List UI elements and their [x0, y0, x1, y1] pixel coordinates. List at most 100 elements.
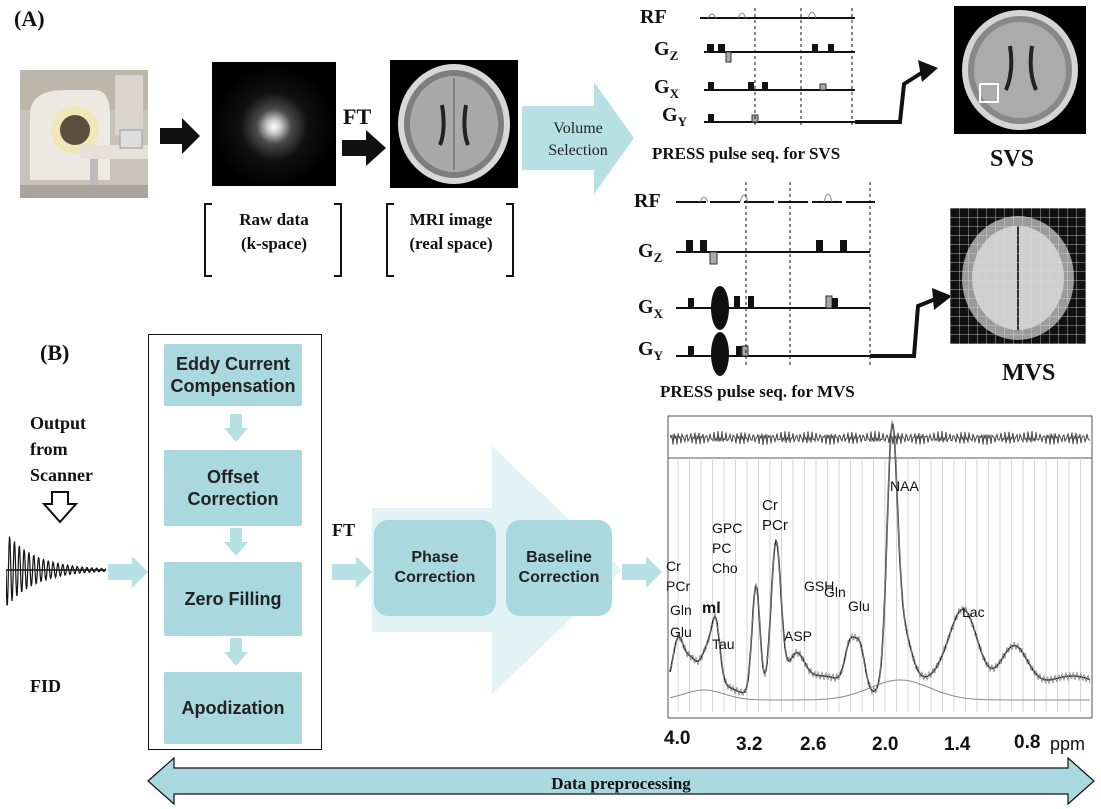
mvs-gx-text: G — [638, 296, 654, 318]
svs-caption: PRESS pulse seq. for SVS — [652, 144, 841, 163]
eddy-line-2: Compensation — [170, 376, 296, 396]
mvs-rf-label: RF — [634, 190, 661, 212]
mvs-gx-sub: X — [653, 306, 663, 321]
gpc-3: Cho — [712, 560, 738, 576]
svs-gx-label: GX — [654, 76, 679, 102]
svs-gy-sub: Y — [677, 114, 687, 129]
peak-cr-mid: Cr PCr — [762, 496, 788, 536]
ppm-unit: ppm — [1050, 734, 1086, 754]
mri-caption-line-2: (real space) — [409, 234, 493, 253]
tick-2-0: 2.0 — [872, 734, 899, 755]
peak-lac: Lac — [962, 604, 985, 620]
arrow-right-icon — [160, 118, 200, 154]
arrow-right-icon — [108, 556, 148, 588]
data-preprocessing-label: Data preprocessing — [551, 774, 691, 793]
svs-gy-label: GY — [662, 104, 687, 130]
panel-a-label: (A) — [14, 6, 45, 31]
apodization-line: Apodization — [181, 698, 285, 718]
mvs-gx-label: GX — [638, 296, 663, 322]
peak-glu-left: Glu — [670, 624, 692, 640]
apodization-box: Apodization — [164, 672, 302, 744]
tick-0-8: 0.8 — [1014, 732, 1041, 753]
mri-brain-image — [390, 60, 518, 188]
peak-naa: NAA — [890, 478, 919, 494]
mvs-gy-text: G — [638, 338, 654, 360]
cr-mid-1: Cr — [762, 497, 778, 514]
peak-ml: ml — [702, 600, 721, 617]
baseline-correction-box: Baseline Correction — [506, 520, 612, 616]
svs-gx-text: G — [654, 76, 670, 98]
preprocessing-frame — [148, 334, 322, 750]
cr-left-2: PCr — [666, 578, 691, 594]
gpc-1: GPC — [712, 520, 743, 536]
down-arrow-icon — [224, 528, 248, 556]
peak-cr-left: Cr PCr — [666, 556, 690, 596]
eddy-current-box: Eddy Current Compensation — [164, 344, 302, 406]
mr-spectrum — [667, 415, 1093, 719]
svs-gz-label: GZ — [654, 38, 678, 64]
raw-data-caption: Raw data (k-space) — [214, 208, 334, 256]
arrow-right-icon — [622, 556, 662, 588]
fid-label: FID — [30, 676, 61, 696]
phase-line-2: Correction — [394, 569, 476, 586]
output-line-1: Output — [30, 413, 87, 433]
mvs-gz-sub: Z — [653, 250, 663, 265]
svs-brain-image — [954, 6, 1086, 134]
panel-b-label: (B) — [40, 340, 70, 365]
raw-data-line-2: (k-space) — [240, 234, 308, 253]
mri-caption-line-1: MRI image — [409, 210, 493, 229]
peak-gpc: GPC PC Cho — [712, 518, 742, 578]
volume-selection-arrow — [522, 82, 634, 194]
gpc-2: PC — [712, 540, 732, 556]
volume-selection-line-1: Volume — [553, 120, 603, 137]
offset-line-1: Offset — [206, 467, 259, 487]
peak-gln-left: Gln — [670, 602, 692, 618]
peak-gln-right: Gln — [824, 584, 846, 600]
mri-scanner-photo — [20, 70, 148, 198]
tick-2-6: 2.6 — [800, 734, 827, 755]
bracket-right — [506, 203, 514, 277]
data-preprocessing-arrow — [147, 756, 1095, 806]
bracket-right — [334, 203, 342, 277]
tick-1-4: 1.4 — [944, 734, 971, 755]
phase-line-1: Phase — [411, 549, 459, 566]
mvs-label: MVS — [1002, 360, 1056, 386]
baseline-line-2: Correction — [518, 569, 600, 586]
cr-mid-2: PCr — [762, 517, 788, 534]
svs-label: SVS — [990, 146, 1035, 172]
ft-label-top: FT — [343, 104, 372, 129]
volume-selection-label: Volume Selection — [530, 118, 626, 162]
mvs-gy-sub: Y — [653, 348, 663, 363]
phase-correction-box: Phase Correction — [374, 520, 496, 616]
svs-gx-sub: X — [669, 86, 679, 101]
mvs-gz-text: G — [638, 240, 654, 262]
k-space-image — [212, 62, 336, 186]
cr-left-1: Cr — [666, 558, 681, 574]
arrow-right-icon — [342, 130, 386, 166]
fid-signal-plot — [6, 536, 106, 606]
bracket-left — [204, 203, 212, 277]
eddy-line-1: Eddy Current — [175, 354, 290, 374]
svs-gz-sub: Z — [669, 48, 679, 63]
mvs-caption: PRESS pulse seq. for MVS — [660, 382, 855, 401]
peak-asp: ASP — [784, 628, 813, 644]
down-arrow-icon — [224, 414, 248, 442]
peak-glu-right: Glu — [848, 598, 870, 614]
down-arrow-icon — [224, 638, 248, 666]
tick-4-0: 4.0 — [664, 728, 691, 749]
output-line-3: Scanner — [30, 465, 93, 485]
output-from-scanner-label: Output from Scanner — [30, 410, 93, 488]
mvs-pulse-diagram — [676, 182, 952, 376]
svs-pulse-diagram — [700, 8, 938, 128]
mvs-brain-image — [950, 208, 1086, 344]
mvs-gy-label: GY — [638, 338, 663, 364]
zero-filling-box: Zero Filling — [164, 562, 302, 636]
svs-gy-text: G — [662, 104, 678, 126]
bracket-left — [386, 203, 394, 277]
background-arrow — [372, 446, 622, 694]
raw-data-line-1: Raw data — [239, 210, 309, 229]
down-arrow-icon — [42, 491, 78, 524]
baseline-line-1: Baseline — [526, 549, 592, 566]
zero-filling-line: Zero Filling — [184, 589, 282, 609]
tick-3-2: 3.2 — [736, 734, 763, 755]
